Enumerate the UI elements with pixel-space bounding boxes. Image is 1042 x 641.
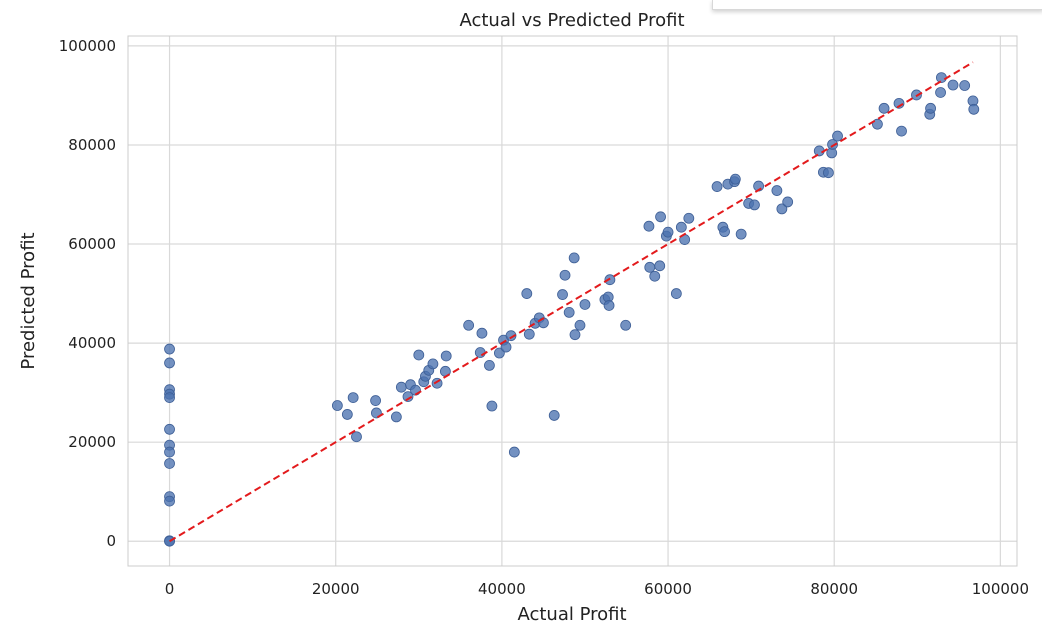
x-axis-label: Actual Profit bbox=[517, 604, 626, 625]
data-point bbox=[749, 199, 760, 211]
x-tick-label: 60000 bbox=[644, 580, 692, 598]
data-point bbox=[440, 350, 452, 362]
data-point bbox=[341, 409, 353, 420]
data-point bbox=[683, 212, 695, 224]
data-point bbox=[508, 446, 520, 458]
data-point bbox=[331, 400, 343, 411]
data-point bbox=[484, 359, 495, 371]
data-point bbox=[968, 103, 980, 115]
data-points bbox=[164, 72, 980, 547]
data-point bbox=[782, 196, 794, 208]
data-point bbox=[568, 252, 580, 264]
data-point bbox=[164, 423, 175, 435]
data-point bbox=[164, 392, 175, 403]
data-point bbox=[735, 228, 747, 240]
data-point bbox=[413, 349, 425, 361]
data-point bbox=[395, 381, 407, 393]
x-tick-label: 40000 bbox=[478, 580, 526, 598]
data-point bbox=[523, 328, 535, 340]
y-tick-label: 60000 bbox=[68, 235, 116, 253]
grid-lines bbox=[128, 36, 1017, 566]
data-point bbox=[370, 395, 381, 406]
data-point bbox=[603, 300, 615, 311]
data-point bbox=[832, 130, 843, 142]
data-point bbox=[579, 299, 591, 310]
data-point bbox=[662, 226, 674, 238]
data-point bbox=[655, 211, 666, 223]
data-point bbox=[925, 102, 936, 114]
data-point bbox=[486, 400, 498, 412]
data-point bbox=[649, 270, 661, 282]
data-point bbox=[559, 269, 571, 281]
data-point bbox=[719, 226, 730, 238]
data-point bbox=[474, 347, 486, 358]
data-point bbox=[896, 125, 907, 137]
data-point bbox=[776, 203, 788, 215]
data-point bbox=[959, 80, 971, 91]
data-point bbox=[878, 102, 890, 114]
data-point bbox=[431, 377, 443, 389]
data-point bbox=[670, 288, 682, 299]
data-point bbox=[569, 329, 581, 341]
data-point bbox=[654, 260, 666, 272]
y-axis-label: Predicted Profit bbox=[18, 232, 39, 369]
data-point bbox=[548, 410, 560, 421]
x-tick-label: 20000 bbox=[312, 580, 360, 598]
x-tick-label: 100000 bbox=[972, 580, 1029, 598]
data-point bbox=[574, 319, 586, 331]
plot-frame bbox=[127, 35, 1018, 567]
popup-panel-edge bbox=[712, 0, 1042, 10]
data-point bbox=[164, 343, 175, 355]
y-tick-label: 80000 bbox=[68, 136, 116, 154]
data-point bbox=[351, 431, 362, 443]
data-point bbox=[164, 357, 175, 369]
chart-title: Actual vs Predicted Profit bbox=[459, 10, 684, 31]
data-point bbox=[935, 87, 946, 98]
data-point bbox=[711, 181, 723, 192]
y-tick-label: 0 bbox=[106, 532, 116, 550]
data-point bbox=[347, 392, 359, 403]
data-point bbox=[935, 72, 947, 84]
data-point bbox=[164, 458, 175, 469]
data-point bbox=[390, 411, 402, 423]
data-point bbox=[644, 261, 656, 273]
x-tick-label: 0 bbox=[165, 580, 175, 598]
data-point bbox=[822, 167, 834, 179]
y-tick-labels: 0 20000 40000 60000 80000 100000 bbox=[59, 37, 116, 550]
data-point bbox=[463, 319, 475, 331]
data-point bbox=[476, 327, 488, 339]
x-tick-labels: 0 20000 40000 60000 80000 100000 bbox=[165, 580, 1029, 598]
data-point bbox=[164, 446, 175, 458]
y-tick-label: 20000 bbox=[68, 433, 116, 451]
data-point bbox=[675, 221, 687, 233]
reference-line bbox=[169, 61, 974, 543]
data-point bbox=[827, 139, 838, 150]
data-point bbox=[164, 495, 175, 507]
data-point bbox=[947, 79, 959, 91]
data-point bbox=[771, 185, 783, 196]
data-point bbox=[557, 289, 568, 300]
data-point bbox=[500, 341, 512, 353]
data-point bbox=[427, 358, 439, 370]
data-point bbox=[563, 306, 575, 318]
y-tick-label: 40000 bbox=[68, 334, 116, 352]
data-point bbox=[620, 319, 632, 331]
y-tick-label: 100000 bbox=[59, 37, 116, 55]
data-point bbox=[402, 391, 414, 402]
data-point bbox=[643, 220, 655, 232]
data-point bbox=[729, 173, 741, 185]
x-tick-label: 80000 bbox=[810, 580, 858, 598]
data-point bbox=[521, 288, 533, 299]
